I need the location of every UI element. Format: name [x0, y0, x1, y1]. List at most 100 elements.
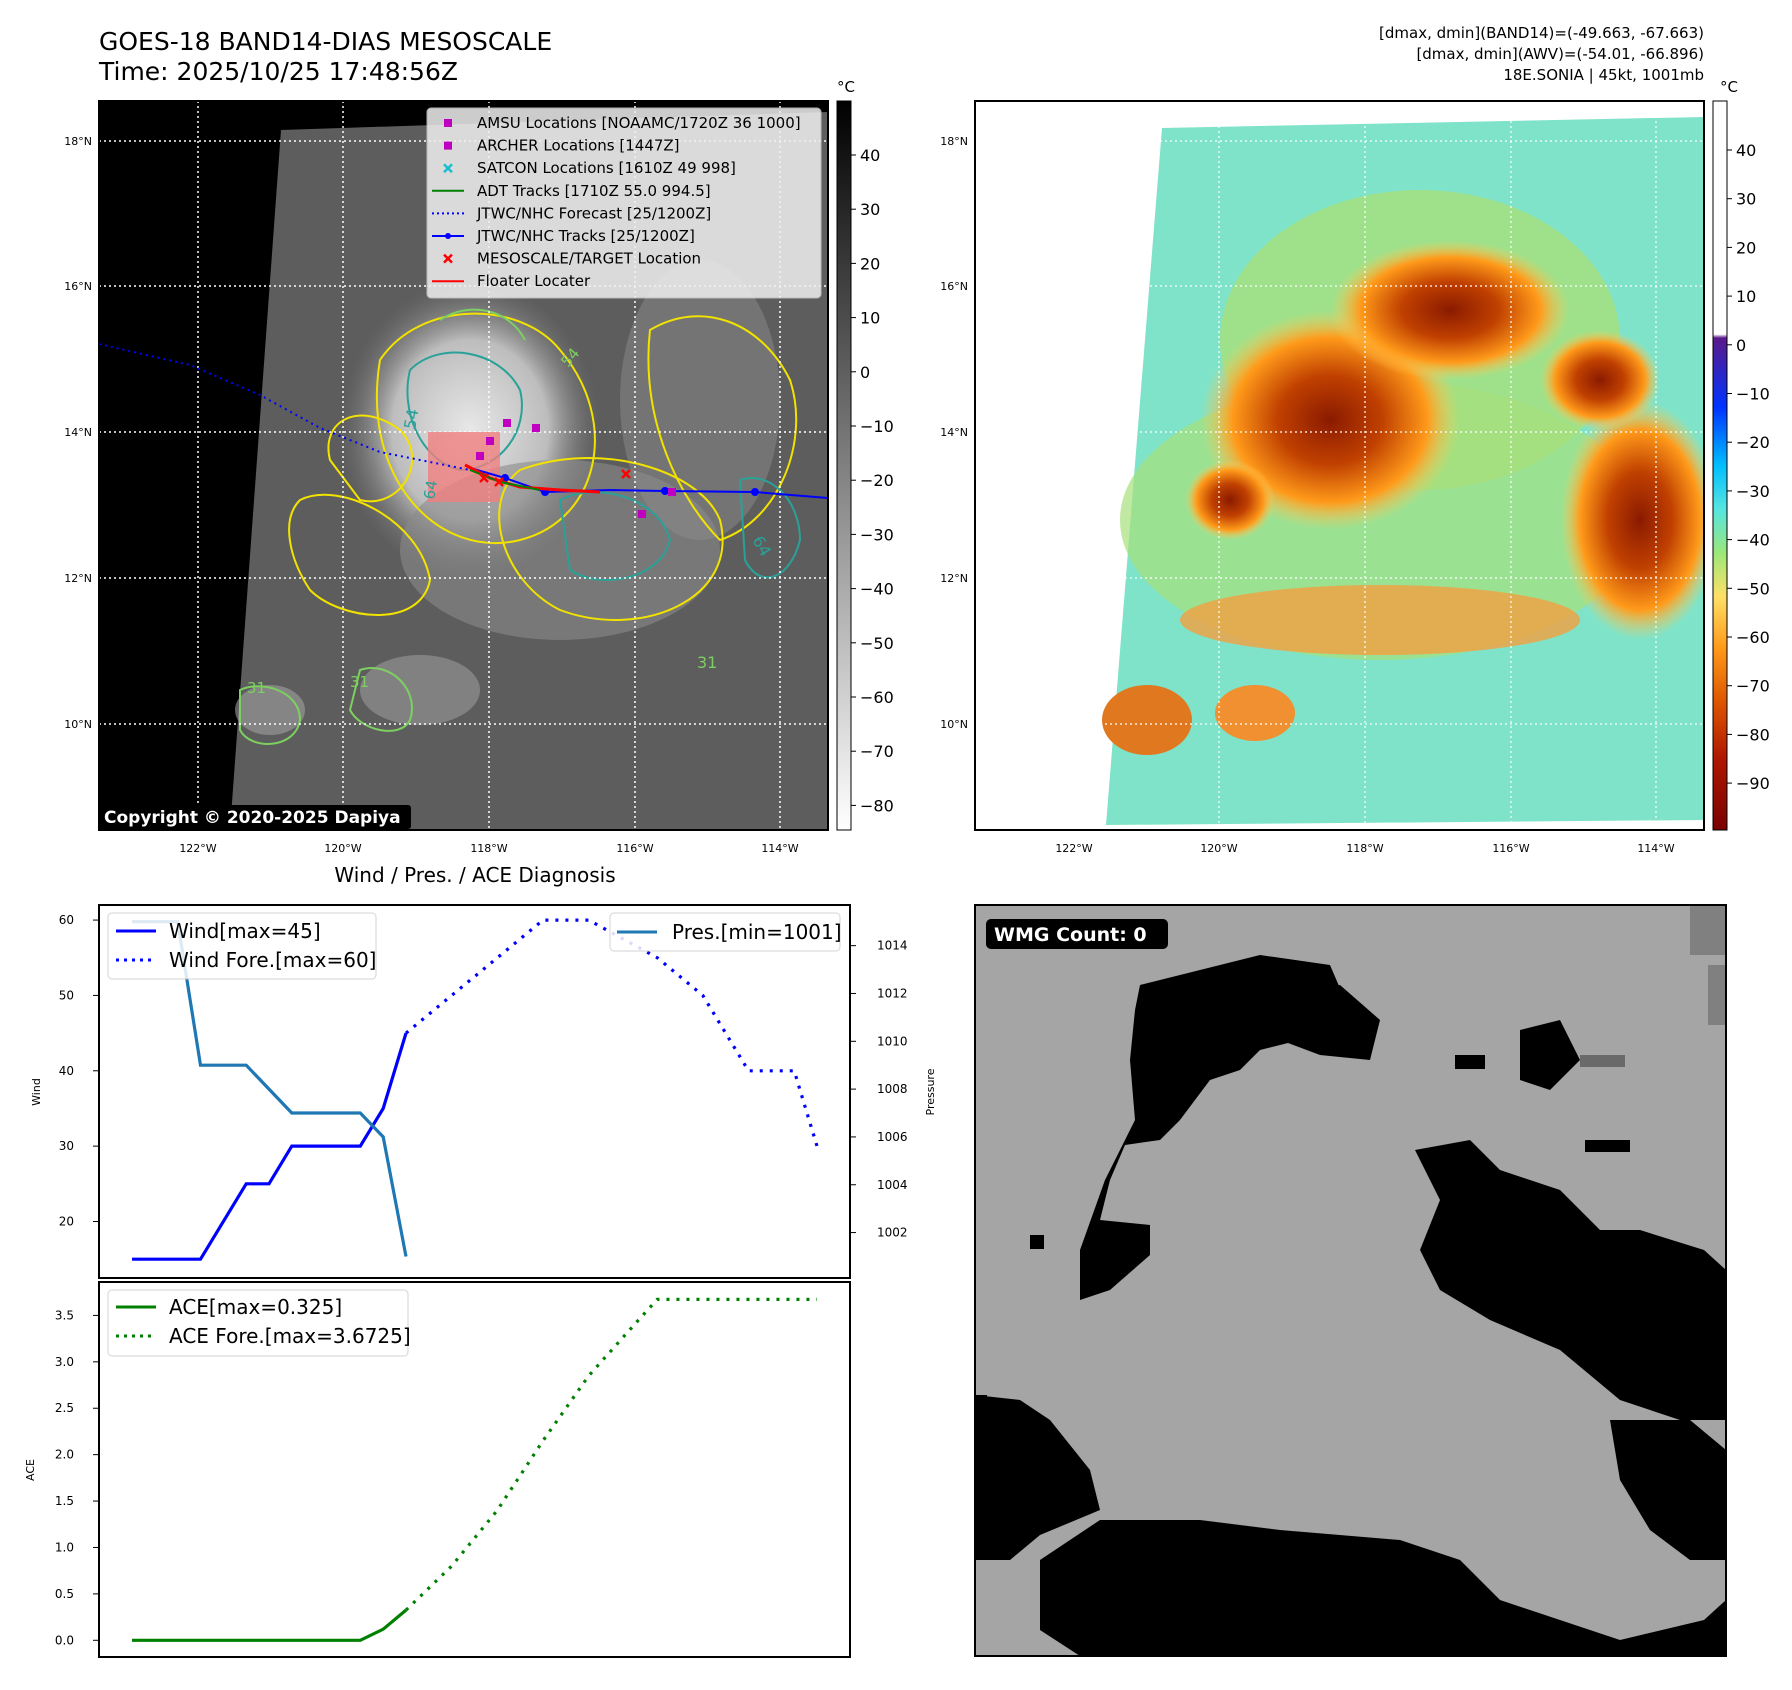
lon-label: 122°W	[1055, 842, 1092, 855]
pressure-tick-label: 1008	[877, 1082, 908, 1096]
figure-time: Time: 2025/10/25 17:48:56Z	[98, 57, 458, 86]
wmg-count-text: WMG Count: 0	[994, 924, 1147, 946]
pressure-tick-label: 1004	[877, 1178, 908, 1192]
wind-tick-label: 40	[59, 1064, 74, 1078]
legend-label: AMSU Locations [NOAAMC/1720Z 36 1000]	[477, 114, 801, 132]
colorbar-tick-label: 40	[1736, 141, 1756, 160]
series-line	[132, 1608, 408, 1642]
lon-label: 114°W	[1637, 842, 1674, 855]
ace-tick-label: 2.0	[55, 1448, 74, 1462]
colorbar-tick-label: 10	[1736, 287, 1756, 306]
wind-tick-label: 30	[59, 1139, 74, 1153]
ir-map-frame	[98, 100, 829, 831]
colorbar-tick-label: −30	[1736, 482, 1770, 501]
colorbar-tick-label: 20	[1736, 238, 1756, 257]
awv-lon-labels: 122°W 120°W 118°W 116°W 114°W	[1055, 842, 1674, 855]
contour-label: 31	[247, 679, 266, 697]
contour-label: 54	[400, 407, 422, 430]
amsu-marker	[503, 419, 511, 427]
lon-label: 114°W	[761, 842, 798, 855]
wind-tick-label: 20	[59, 1214, 74, 1228]
legend-label: Pres.[min=1001]	[672, 920, 842, 944]
pressure-tick-label: 1010	[877, 1034, 908, 1048]
series-line	[404, 918, 819, 1147]
lon-label: 116°W	[616, 842, 653, 855]
lon-label: 120°W	[324, 842, 361, 855]
diagnosis-title: Wind / Pres. / ACE Diagnosis	[334, 863, 615, 887]
colorbar-tick-label: 30	[1736, 190, 1756, 209]
lon-label: 118°W	[1346, 842, 1383, 855]
colorbar-tick-label: −20	[1736, 433, 1770, 452]
wmg-mask-map	[975, 905, 1726, 1656]
series-line	[132, 1032, 408, 1261]
lat-label: 18°N	[64, 135, 92, 148]
colorbar-tick-label: −10	[1736, 385, 1770, 404]
legend-label: SATCON Locations [1610Z 49 998]	[477, 159, 736, 177]
ir-lon-labels: 122°W 120°W 118°W 116°W 114°W	[179, 842, 798, 855]
copyright-badge: Copyright © 2020-2025 Dapiya	[99, 805, 411, 829]
contour-label: 31	[697, 653, 717, 672]
awv-colorbar: °C 40 30 20 10 0 −10 −20 −30 −40 −50 −60 −70 −80 −90	[1712, 78, 1770, 831]
lat-label: 12°N	[940, 572, 968, 585]
colorbar-unit: °C	[837, 78, 855, 96]
contour-label: 31	[350, 673, 369, 691]
map-legend: AMSU Locations [NOAAMC/1720Z 36 1000] ARC…	[426, 107, 822, 299]
ace-tick-label: 1.0	[55, 1540, 74, 1554]
lon-label: 122°W	[179, 842, 216, 855]
legend-label: ACE[max=0.325]	[169, 1295, 342, 1319]
ace-tick-label: 3.0	[55, 1355, 74, 1369]
colorbar-tick-label: −90	[1736, 774, 1770, 793]
ir-colorbar: °C 40 30 20 10 0 −10 −20 −30 −40 −50 −60 −70 −80	[836, 78, 894, 831]
legend-label: Wind Fore.[max=60]	[169, 948, 376, 972]
dmax-band14: [dmax, dmin](BAND14)=(-49.663, -67.663)	[1379, 24, 1704, 42]
awv-satellite-map	[975, 101, 1704, 830]
copyright-text: Copyright © 2020-2025 Dapiya	[104, 808, 401, 828]
legend-label: Floater Locater	[477, 272, 591, 290]
legend-label: ARCHER Locations [1447Z]	[477, 137, 680, 155]
legend-label: MESOSCALE/TARGET Location	[477, 250, 701, 268]
wind-axis-label: Wind	[30, 1078, 43, 1106]
colorbar-tick-label: −80	[1736, 725, 1770, 744]
colorbar-tick-label: −50	[1736, 579, 1770, 598]
wind-tick-label: 50	[59, 988, 74, 1002]
colorbar-tick-label: −80	[860, 796, 894, 815]
ace-legend: ACE[max=0.325] ACE Fore.[max=3.6725]	[107, 1289, 411, 1357]
lat-label: 12°N	[64, 572, 92, 585]
pressure-tick-label: 1012	[877, 986, 908, 1000]
colorbar-tick-label: −10	[860, 417, 894, 436]
colorbar-tick-label: −30	[860, 525, 894, 544]
ace-tick-label: 3.5	[55, 1308, 74, 1322]
lat-label: 10°N	[64, 718, 92, 731]
legend-label: Wind[max=45]	[169, 919, 321, 943]
contour-label: 64	[420, 479, 441, 501]
archer-marker	[476, 452, 484, 460]
colorbar-tick-label: 0	[860, 363, 870, 382]
archer-marker	[638, 510, 646, 518]
colorbar-tick-label: −70	[860, 742, 894, 761]
pressure-legend: Pres.[min=1001]	[609, 912, 842, 952]
pressure-tick-label: 1014	[877, 939, 908, 953]
lat-label: 14°N	[940, 426, 968, 439]
colorbar-tick-label: 20	[860, 254, 880, 273]
lon-label: 116°W	[1492, 842, 1529, 855]
figure-title: GOES-18 BAND14-DIAS MESOSCALE	[99, 27, 552, 56]
wind-pressure-chart: Wind Pressure 20 30 40 50 60 1002 1004 1006 100…	[30, 904, 937, 1279]
archer-marker	[668, 488, 676, 496]
wmg-frame	[974, 904, 1727, 1657]
colorbar-unit: °C	[1720, 78, 1738, 96]
wind-tick-label: 60	[59, 913, 74, 927]
legend-label: ADT Tracks [1710Z 55.0 994.5]	[477, 182, 711, 200]
legend-label: JTWC/NHC Forecast [25/1200Z]	[476, 204, 711, 222]
awv-map-frame	[974, 100, 1705, 831]
legend-label: ACE Fore.[max=3.6725]	[169, 1324, 411, 1348]
legend-marker-square	[444, 119, 452, 127]
wind-legend: Wind[max=45] Wind Fore.[max=60]	[107, 912, 377, 980]
lat-label: 18°N	[940, 135, 968, 148]
colorbar-tick-label: 0	[1736, 336, 1746, 355]
lon-label: 118°W	[470, 842, 507, 855]
colorbar-tick-label: −70	[1736, 677, 1770, 696]
target-markers	[479, 469, 631, 487]
colorbar-tick-label: −20	[860, 471, 894, 490]
